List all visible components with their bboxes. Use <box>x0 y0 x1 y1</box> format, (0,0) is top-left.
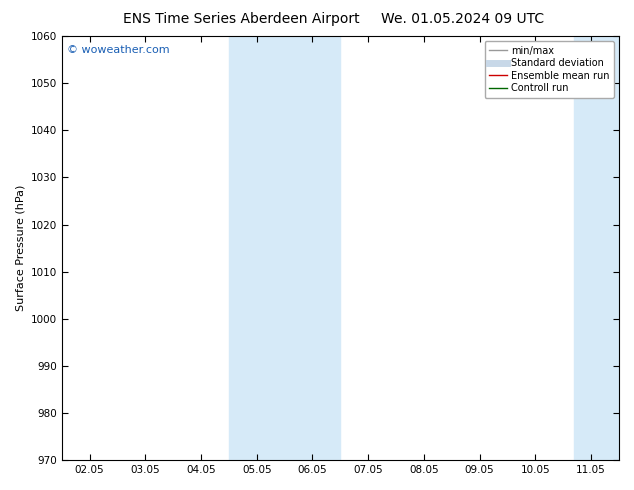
Bar <box>574 36 619 460</box>
Y-axis label: Surface Pressure (hPa): Surface Pressure (hPa) <box>15 185 25 311</box>
Text: ENS Time Series Aberdeen Airport: ENS Time Series Aberdeen Airport <box>122 12 359 26</box>
Text: © woweather.com: © woweather.com <box>67 45 170 54</box>
Legend: min/max, Standard deviation, Ensemble mean run, Controll run: min/max, Standard deviation, Ensemble me… <box>484 41 614 98</box>
Text: We. 01.05.2024 09 UTC: We. 01.05.2024 09 UTC <box>381 12 545 26</box>
Bar <box>229 36 340 460</box>
